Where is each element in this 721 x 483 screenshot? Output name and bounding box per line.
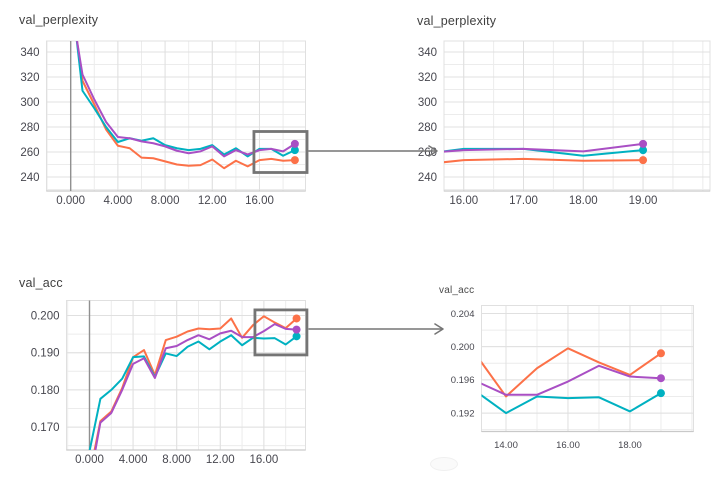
series-line-purple xyxy=(444,142,645,153)
y-tick-label: 340 xyxy=(20,47,39,59)
series-lines xyxy=(88,315,298,450)
y-tick-label: 340 xyxy=(418,47,437,59)
end-dot-teal xyxy=(639,146,648,155)
x-tick-label: 17.00 xyxy=(509,195,538,207)
series-line-orange xyxy=(444,157,645,164)
y-tick-label: 320 xyxy=(20,72,39,84)
x-tick-label: 4.000 xyxy=(103,195,132,207)
tick-labels: 0.192 0.196 0.200 0.204 14.00 16.00 18.00 xyxy=(451,309,642,451)
gridlines xyxy=(443,40,711,192)
y-tick-label: 280 xyxy=(20,122,39,134)
x-tick-label: 18.00 xyxy=(618,440,642,451)
end-dot-teal xyxy=(656,389,665,398)
y-tick-label: 0.200 xyxy=(451,342,475,353)
y-tick-label: 0.204 xyxy=(451,309,475,320)
y-tick-label: 0.170 xyxy=(31,422,60,434)
series-line-purple xyxy=(94,323,298,450)
y-tick-label: 240 xyxy=(418,172,437,184)
y-tick-label: 300 xyxy=(418,97,437,109)
chart-title-val-perplexity-overview: val_perplexity xyxy=(19,13,99,27)
x-tick-label: 8.000 xyxy=(151,195,180,207)
x-tick-label: 18.00 xyxy=(569,195,598,207)
end-dot-orange xyxy=(656,349,665,358)
zoom-region-box xyxy=(253,308,309,357)
series-lines xyxy=(75,41,296,170)
x-tick-label: 16.00 xyxy=(449,195,478,207)
x-tick-label: 8.000 xyxy=(162,454,191,466)
series-line-teal xyxy=(88,334,298,450)
y-tick-label: 260 xyxy=(20,147,39,159)
gridlines xyxy=(66,300,306,451)
y-tick-label: 300 xyxy=(20,97,39,109)
zoom-arrow-head xyxy=(434,323,444,335)
zoom-region-box xyxy=(252,130,309,174)
y-tick-label: 240 xyxy=(20,172,39,184)
chart-title-val-perplexity-zoom: val_perplexity xyxy=(417,14,497,28)
series-line-orange xyxy=(93,315,298,450)
series-line-teal xyxy=(481,392,662,415)
chart-title-val-acc-overview: val_acc xyxy=(19,276,63,290)
tick-labels: 240 260 280 300 320 340 0.000 4.000 8.000 12.00 16… xyxy=(20,47,274,207)
page-artifact xyxy=(430,457,458,471)
x-tick-label: 19.00 xyxy=(629,195,658,207)
y-tick-label: 280 xyxy=(418,122,437,134)
end-dot-teal xyxy=(292,332,301,341)
series-line-purple xyxy=(76,41,296,158)
tick-labels: 240 260 280 300 320 340 16.00 17.00 18.00 19.00 xyxy=(418,47,658,207)
series-end-dots xyxy=(656,349,665,398)
series-line-purple xyxy=(481,364,662,396)
tick-labels: 0.170 0.180 0.190 0.200 0.000 4.000 8.000 12.00… xyxy=(31,311,279,466)
x-tick-label: 12.00 xyxy=(206,454,235,466)
series-line-orange xyxy=(481,347,662,398)
x-tick-label: 14.00 xyxy=(494,440,518,451)
end-dot-orange xyxy=(639,156,648,165)
y-tick-label: 0.192 xyxy=(451,408,475,419)
y-tick-label: 0.200 xyxy=(31,311,60,323)
series-lines xyxy=(481,347,662,415)
end-dot-teal xyxy=(290,146,299,155)
series-lines xyxy=(444,142,645,164)
y-tick-label: 0.196 xyxy=(451,375,475,386)
end-dot-purple xyxy=(639,139,648,148)
x-tick-label: 0.000 xyxy=(56,195,85,207)
end-dot-purple xyxy=(656,374,665,383)
end-dot-orange xyxy=(290,156,299,165)
end-dot-purple xyxy=(290,139,299,148)
x-tick-label: 16.00 xyxy=(245,195,274,207)
x-tick-label: 4.000 xyxy=(119,454,148,466)
x-tick-label: 12.00 xyxy=(198,195,227,207)
y-tick-label: 320 xyxy=(418,72,437,84)
x-tick-label: 16.00 xyxy=(249,454,278,466)
series-end-dots xyxy=(290,139,299,165)
series-line-orange xyxy=(76,41,296,170)
y-tick-label: 0.190 xyxy=(31,348,60,360)
zoom-arrow-head xyxy=(428,145,438,157)
chart-title-val-acc-zoom: val_acc xyxy=(439,285,475,296)
x-tick-label: 0.000 xyxy=(75,454,104,466)
series-end-dots xyxy=(292,314,301,341)
series-end-dots xyxy=(639,139,648,165)
end-dot-orange xyxy=(292,314,301,323)
y-tick-label: 260 xyxy=(418,147,437,159)
y-tick-label: 0.180 xyxy=(31,385,60,397)
x-tick-label: 16.00 xyxy=(556,440,580,451)
end-dot-purple xyxy=(292,325,301,334)
